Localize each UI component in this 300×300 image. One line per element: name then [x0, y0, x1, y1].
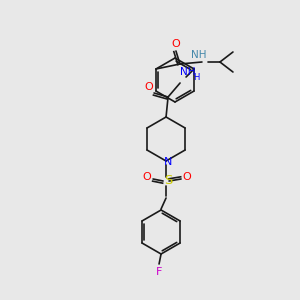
- Text: S: S: [164, 175, 172, 188]
- Text: F: F: [156, 267, 162, 277]
- Text: NH: NH: [191, 50, 207, 60]
- Text: O: O: [145, 82, 153, 92]
- Text: H: H: [193, 73, 199, 82]
- Text: O: O: [172, 39, 180, 49]
- Text: O: O: [183, 172, 191, 182]
- Text: N: N: [164, 157, 172, 167]
- Text: NH: NH: [180, 67, 196, 77]
- Text: O: O: [143, 172, 152, 182]
